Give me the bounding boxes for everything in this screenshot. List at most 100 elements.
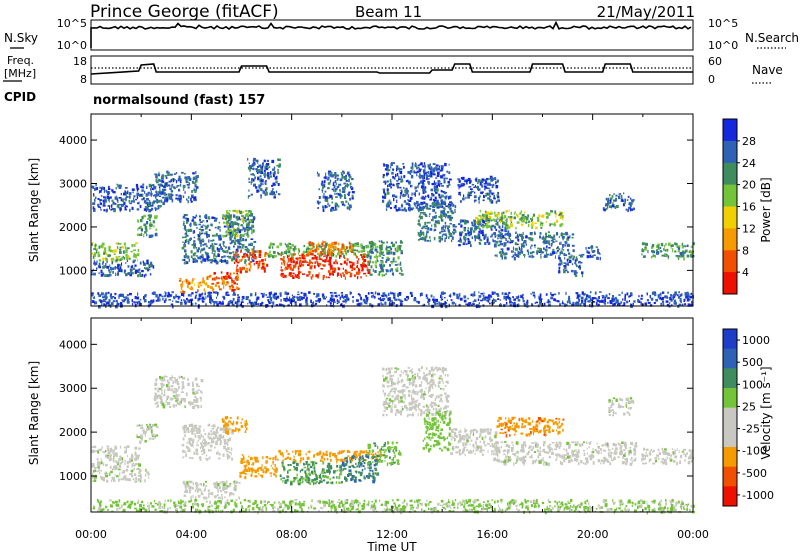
data-point bbox=[463, 219, 466, 223]
data-point bbox=[474, 237, 476, 242]
data-point bbox=[334, 189, 337, 192]
data-point bbox=[483, 292, 485, 295]
data-point bbox=[248, 177, 250, 181]
data-point bbox=[367, 254, 369, 257]
data-point bbox=[411, 184, 413, 188]
data-point bbox=[185, 232, 188, 236]
data-point bbox=[485, 219, 489, 223]
data-point bbox=[135, 255, 137, 259]
data-point bbox=[383, 196, 387, 199]
data-point bbox=[421, 232, 423, 236]
data-point bbox=[386, 256, 389, 260]
data-point bbox=[396, 173, 399, 177]
data-point bbox=[533, 231, 536, 234]
data-point bbox=[183, 280, 185, 283]
data-point bbox=[157, 390, 160, 393]
data-point bbox=[561, 223, 564, 226]
data-point bbox=[539, 235, 542, 239]
data-point bbox=[647, 249, 649, 254]
data-point bbox=[558, 266, 561, 269]
data-point bbox=[436, 188, 439, 192]
data-point bbox=[146, 206, 149, 210]
data-point bbox=[223, 225, 227, 228]
data-point bbox=[434, 211, 437, 214]
data-point bbox=[293, 264, 296, 269]
data-point bbox=[392, 260, 395, 263]
data-point bbox=[425, 294, 428, 298]
data-point bbox=[657, 243, 660, 246]
scatter-region bbox=[178, 277, 209, 294]
data-point bbox=[342, 300, 346, 303]
data-point bbox=[560, 233, 564, 237]
data-point bbox=[125, 253, 128, 257]
data-point bbox=[555, 240, 558, 242]
data-point bbox=[126, 465, 129, 468]
data-point bbox=[612, 303, 615, 306]
data-point bbox=[354, 249, 356, 252]
data-point bbox=[523, 254, 526, 256]
data-point bbox=[395, 269, 399, 272]
data-point bbox=[494, 214, 498, 218]
data-point bbox=[184, 232, 187, 235]
data-point bbox=[613, 298, 615, 300]
data-point bbox=[166, 402, 169, 406]
data-point bbox=[257, 177, 260, 181]
data-point bbox=[438, 215, 441, 218]
data-point bbox=[225, 275, 227, 278]
data-point bbox=[311, 242, 314, 246]
data-point bbox=[313, 256, 316, 259]
data-point bbox=[341, 203, 345, 206]
data-point bbox=[679, 297, 682, 301]
data-point bbox=[506, 224, 509, 227]
data-point bbox=[432, 216, 434, 220]
data-point bbox=[540, 254, 542, 256]
data-point bbox=[351, 178, 354, 181]
data-point bbox=[115, 299, 118, 303]
data-point bbox=[416, 174, 418, 177]
data-point bbox=[432, 169, 435, 173]
data-point bbox=[141, 225, 143, 228]
data-point bbox=[133, 244, 136, 247]
data-point bbox=[504, 256, 506, 260]
data-point bbox=[206, 295, 209, 298]
data-point bbox=[391, 262, 393, 265]
data-point bbox=[275, 190, 278, 194]
data-point bbox=[450, 202, 453, 205]
data-point bbox=[229, 216, 232, 219]
data-point bbox=[522, 219, 525, 223]
data-point bbox=[195, 391, 199, 394]
data-point bbox=[268, 166, 271, 169]
data-point bbox=[299, 295, 302, 299]
data-point bbox=[137, 456, 140, 460]
data-point bbox=[315, 300, 318, 303]
data-point bbox=[344, 294, 348, 298]
data-point bbox=[662, 296, 665, 299]
data-point bbox=[329, 246, 333, 249]
data-point bbox=[516, 296, 519, 299]
data-point bbox=[146, 427, 149, 431]
data-point bbox=[180, 301, 183, 305]
data-point bbox=[117, 184, 120, 188]
data-point bbox=[164, 196, 168, 199]
data-point bbox=[262, 164, 264, 167]
data-point bbox=[129, 195, 131, 199]
data-point bbox=[106, 208, 108, 212]
data-point bbox=[184, 225, 187, 230]
data-point bbox=[293, 249, 295, 253]
data-point bbox=[663, 248, 665, 251]
data-point bbox=[558, 214, 561, 217]
data-point bbox=[313, 304, 316, 307]
data-point bbox=[322, 276, 325, 281]
data-point bbox=[114, 467, 118, 470]
data-point bbox=[228, 210, 231, 212]
data-point bbox=[414, 204, 416, 207]
data-point bbox=[417, 185, 419, 189]
data-point bbox=[92, 301, 95, 303]
data-point bbox=[326, 304, 328, 307]
data-point bbox=[222, 295, 225, 298]
data-point bbox=[218, 238, 220, 241]
data-point bbox=[441, 234, 443, 238]
data-point bbox=[214, 250, 216, 253]
data-point bbox=[501, 225, 504, 229]
data-point bbox=[605, 203, 607, 206]
